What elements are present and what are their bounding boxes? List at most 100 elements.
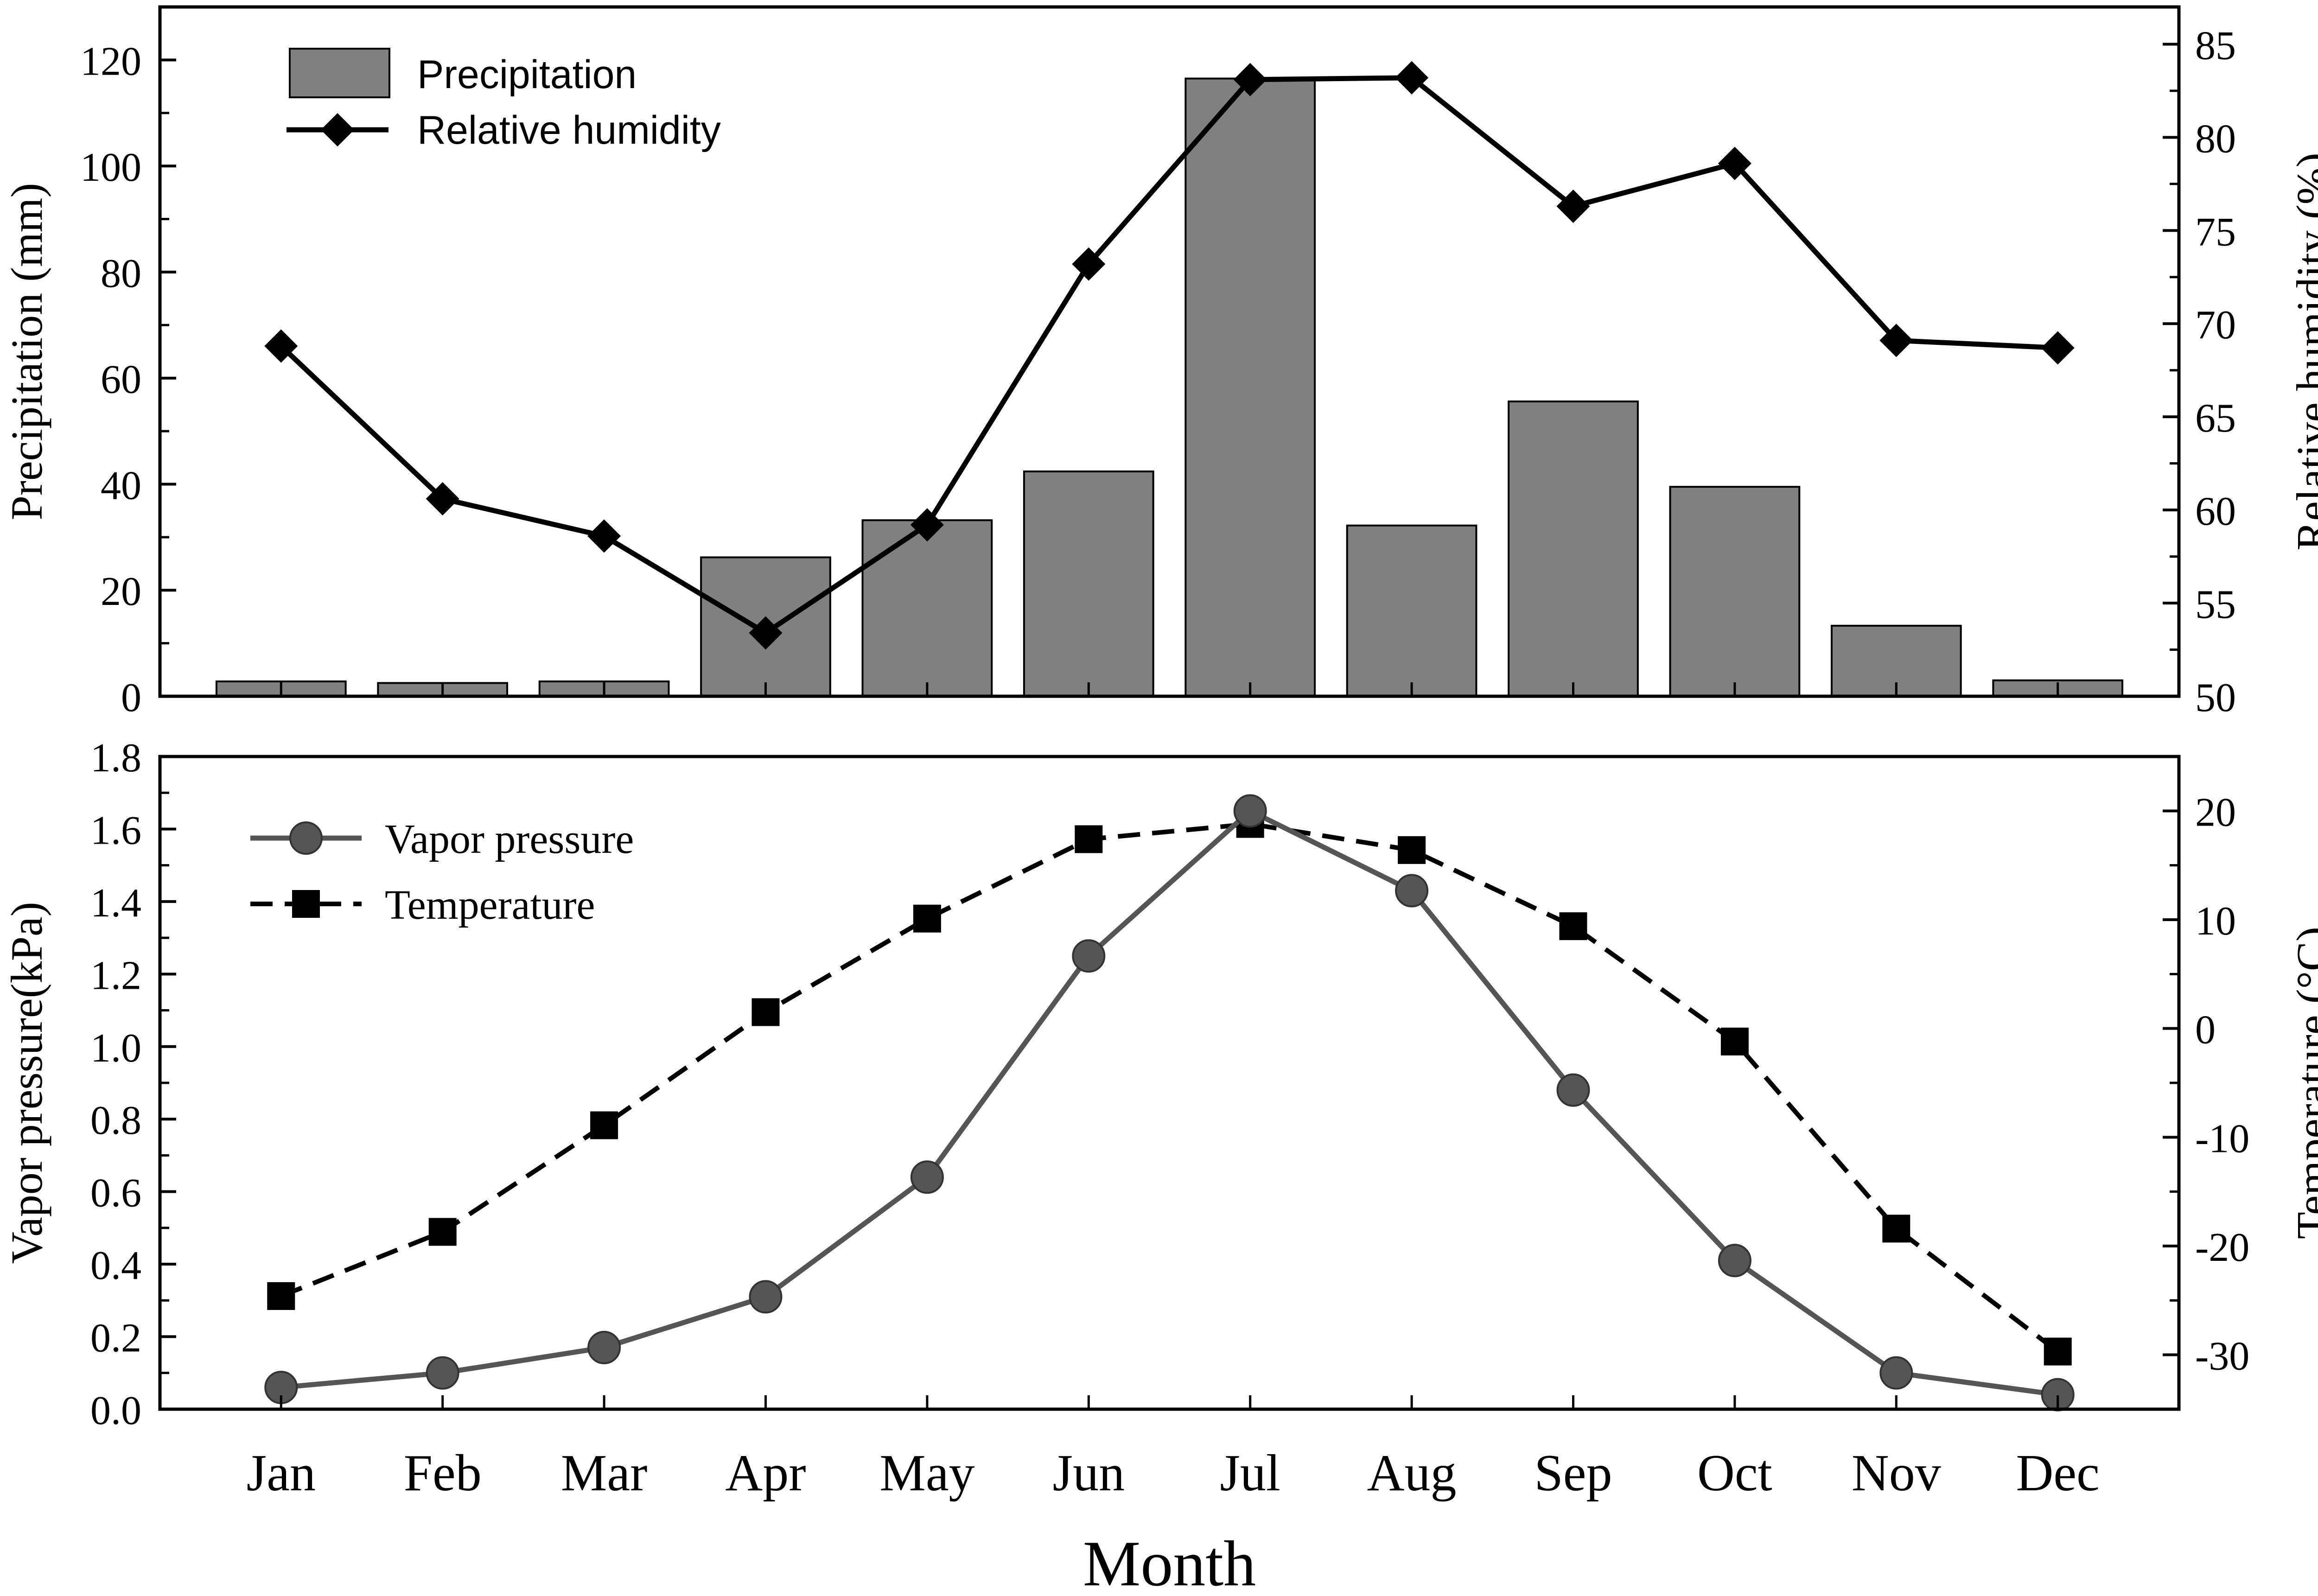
vapor-pressure-tick-label: 1.8 xyxy=(90,736,141,781)
humidity-point-jun xyxy=(1072,247,1106,281)
month-tick-label-sep: Sep xyxy=(1535,1444,1612,1502)
temperature-tick-label: 0 xyxy=(2195,1008,2216,1053)
humidity-line-series xyxy=(264,61,2075,650)
temperature-point-dec xyxy=(2044,1337,2072,1366)
precipitation-tick-label: 80 xyxy=(101,251,141,296)
humidity-tick-label: 60 xyxy=(2195,489,2236,534)
temperature-axis-label: Temperature (°C) xyxy=(2287,927,2318,1239)
vapor-pressure-axis-label: Vapor pressure(kPa) xyxy=(2,902,51,1264)
precipitation-tick-label: 0 xyxy=(121,675,141,720)
humidity-tick-label: 80 xyxy=(2195,116,2236,161)
humidity-tick-label: 50 xyxy=(2195,675,2236,720)
vapor-pressure-point-nov xyxy=(1879,1356,1913,1390)
month-tick-label-dec: Dec xyxy=(2016,1444,2100,1502)
vapor-pressure-point-apr xyxy=(749,1280,783,1314)
legend-temperature-marker xyxy=(292,890,320,918)
precipitation-tick-label: 20 xyxy=(101,569,141,614)
humidity-point-nov xyxy=(1879,324,1913,357)
precipitation-bar-may xyxy=(861,519,993,697)
vapor-pressure-tick-label: 0.4 xyxy=(90,1243,141,1288)
top-plot-frame xyxy=(158,5,2181,698)
humidity-axis: 50 55 60 65 70 75 80 85 xyxy=(2163,23,2236,720)
humidity-point-sep xyxy=(1556,190,1590,223)
vapor-pressure-point-feb xyxy=(426,1356,459,1390)
legend-vapor-pressure-label: Vapor pressure xyxy=(385,816,634,862)
vapor-pressure-tick-label: 1.4 xyxy=(90,881,141,926)
temperature-point-jun xyxy=(1075,825,1103,853)
vapor-pressure-point-mar xyxy=(587,1331,621,1365)
temperature-point-oct xyxy=(1720,1027,1749,1056)
precipitation-bar-sep xyxy=(1508,401,1639,697)
month-axis: Jan Feb Mar Apr May Jun Jul Aug Sep Oct Nov Dec xyxy=(247,1395,2100,1502)
vapor-pressure-point-oct xyxy=(1718,1244,1751,1278)
vapor-pressure-point-may xyxy=(910,1160,944,1194)
month-axis-label: Month xyxy=(1083,1528,1256,1596)
precipitation-bar-aug xyxy=(1346,524,1477,697)
vapor-pressure-point-jun xyxy=(1072,939,1106,973)
precipitation-bars xyxy=(215,77,2124,698)
vapor-pressure-line xyxy=(280,808,2058,1398)
month-tick-label-feb: Feb xyxy=(404,1444,482,1502)
temperature-point-feb xyxy=(428,1218,457,1246)
humidity-tick-label: 65 xyxy=(2195,396,2236,441)
month-tick-label-may: May xyxy=(879,1444,974,1502)
precipitation-humidity-chart: 0 20 40 60 80 100 120 50 55 60 65 70 75 80 85 Precipi… xyxy=(2,5,2318,720)
precipitation-bar-jun xyxy=(1023,471,1154,697)
temperature-tick-label: -30 xyxy=(2195,1334,2249,1379)
vapor-pressure-line-series xyxy=(264,794,2075,1412)
temperature-point-mar xyxy=(590,1111,618,1139)
legend-humidity-marker xyxy=(321,113,354,146)
humidity-point-feb xyxy=(426,482,459,515)
temperature-point-aug xyxy=(1398,836,1426,864)
precipitation-axis: 0 20 40 60 80 100 120 xyxy=(80,39,2059,720)
vapor-temperature-chart: 0.0 0.2 0.4 0.6 0.8 1.0 1.2 1.4 1.6 1.8 -30 -20 -10… xyxy=(2,736,2318,1596)
temperature-tick-label: 20 xyxy=(2195,790,2236,835)
temperature-line-series xyxy=(267,810,2072,1366)
humidity-point-dec xyxy=(2041,331,2075,365)
humidity-point-mar xyxy=(587,519,621,553)
legend-temperature-label: Temperature xyxy=(385,882,595,928)
precipitation-tick-label: 40 xyxy=(101,463,141,508)
humidity-point-aug xyxy=(1395,61,1429,95)
humidity-line xyxy=(279,75,2058,636)
precipitation-bar-jul xyxy=(1184,77,1316,698)
legend-vapor-pressure-marker xyxy=(289,821,323,855)
month-tick-label-mar: Mar xyxy=(561,1444,648,1502)
temperature-axis: -30 -20 -10 0 10 20 xyxy=(2163,790,2249,1379)
precipitation-bar-oct xyxy=(1669,486,1801,698)
vapor-pressure-point-aug xyxy=(1395,874,1429,908)
vapor-pressure-tick-label: 1.2 xyxy=(90,953,141,998)
humidity-tick-label: 70 xyxy=(2195,303,2236,348)
temperature-point-jan xyxy=(267,1282,295,1310)
vapor-pressure-tick-label: 0.0 xyxy=(90,1388,141,1433)
humidity-tick-label: 85 xyxy=(2195,23,2236,68)
humidity-axis-label: Relative humidity (%) xyxy=(2287,153,2318,550)
vapor-pressure-point-jul xyxy=(1233,794,1267,828)
precipitation-tick-label: 60 xyxy=(101,357,141,402)
temperature-point-nov xyxy=(1882,1214,1910,1243)
month-tick-label-apr: Apr xyxy=(725,1444,806,1502)
precipitation-tick-label: 100 xyxy=(80,145,141,190)
vapor-pressure-tick-label: 0.6 xyxy=(90,1171,141,1216)
bottom-legend: Vapor pressure Temperature xyxy=(250,816,634,928)
humidity-point-may xyxy=(910,508,944,542)
temperature-tick-label: -10 xyxy=(2195,1116,2249,1161)
temperature-tick-label: -20 xyxy=(2195,1225,2249,1270)
humidity-point-jan xyxy=(264,329,298,363)
vapor-pressure-point-sep xyxy=(1556,1073,1590,1107)
temperature-point-sep xyxy=(1559,912,1587,941)
humidity-tick-label: 75 xyxy=(2195,210,2236,254)
humidity-point-oct xyxy=(1718,146,1751,180)
vapor-pressure-tick-label: 1.6 xyxy=(90,808,141,853)
humidity-point-apr xyxy=(749,616,783,650)
legend-humidity-label: Relative humidity xyxy=(417,108,721,153)
vapor-pressure-tick-label: 1.0 xyxy=(90,1026,141,1071)
precipitation-axis-label: Precipitation (mm) xyxy=(2,183,51,521)
precipitation-tick-label: 120 xyxy=(80,39,141,84)
legend-precipitation-swatch xyxy=(289,48,390,98)
month-tick-label-oct: Oct xyxy=(1697,1444,1772,1502)
month-tick-label-jan: Jan xyxy=(247,1444,316,1502)
vapor-pressure-tick-label: 0.8 xyxy=(90,1098,141,1143)
